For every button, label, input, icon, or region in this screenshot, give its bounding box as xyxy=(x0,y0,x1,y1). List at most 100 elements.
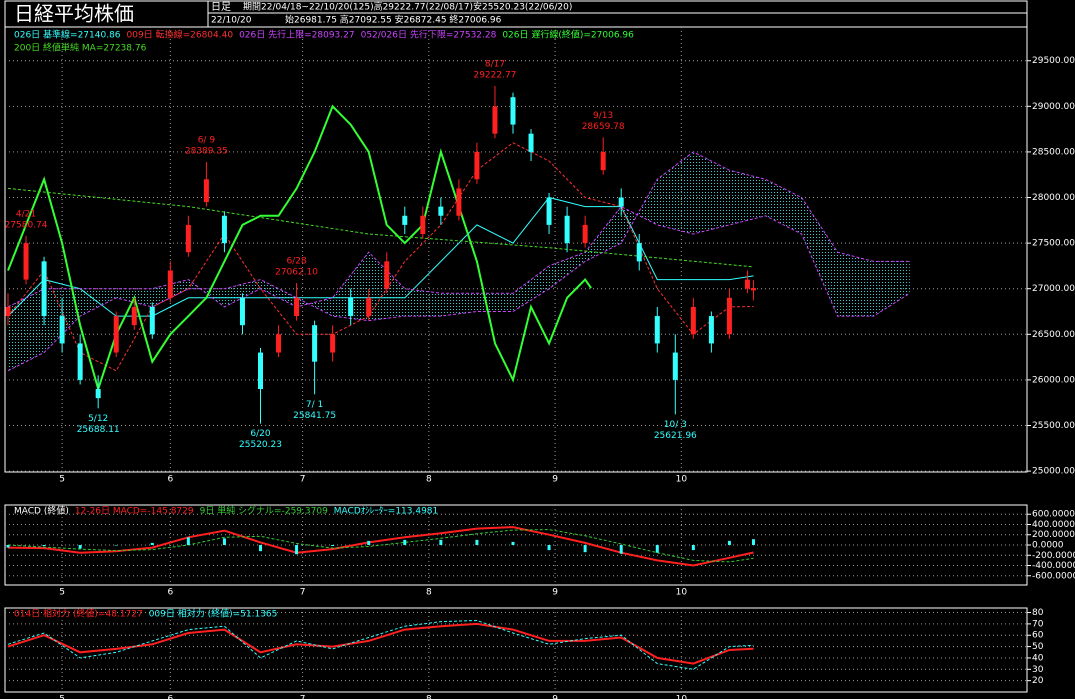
candle-body xyxy=(23,243,29,280)
candle-body xyxy=(167,270,173,298)
title: 日経平均株価 xyxy=(14,2,134,26)
y-tick-label: 28000.00 xyxy=(1032,193,1075,203)
candle-body xyxy=(239,297,245,326)
x-tick-label: 6 xyxy=(167,695,173,699)
candle-body xyxy=(113,316,119,353)
legend-entry: MACDｵｼﾚｰﾀｰ=113.4981 xyxy=(334,506,438,517)
candle-body xyxy=(564,215,570,244)
y-tick-label: 600.0000 xyxy=(1032,510,1075,520)
period: 期間22/04/18~22/10/20(125)高29222.77(22/08/… xyxy=(243,1,572,13)
x-tick-label: 8 xyxy=(426,588,432,598)
y-tick-label: 200.0000 xyxy=(1032,530,1075,540)
y-tick-label: 80 xyxy=(1032,608,1044,618)
histogram-bar xyxy=(259,545,262,552)
x-tick-label: 9 xyxy=(552,695,558,699)
date: 22/10/20 xyxy=(211,16,252,26)
series-line xyxy=(7,619,754,670)
annotation-price: 27062.10 xyxy=(275,268,318,278)
candle-body xyxy=(131,306,137,326)
histogram-bar xyxy=(114,545,118,546)
cloud-fill xyxy=(8,151,910,371)
legend-entry: 026日 先行上限=28093.27 xyxy=(239,29,355,41)
y-tick-label: 25500.00 xyxy=(1032,421,1075,431)
series-line xyxy=(7,187,754,268)
y-tick-label: 0.0000 xyxy=(1032,541,1064,551)
histogram-bar xyxy=(331,545,335,547)
candle-body xyxy=(654,316,660,344)
candle-body xyxy=(438,206,444,216)
candle-body xyxy=(95,389,101,399)
candle-body xyxy=(474,151,480,180)
x-tick-label: 5 xyxy=(59,695,65,699)
period-label: 日足 xyxy=(211,1,231,13)
candle-body xyxy=(750,288,756,291)
candle-body xyxy=(203,179,209,203)
y-tick-label: 25000.00 xyxy=(1032,467,1075,477)
legend-entry: 014日 相対力 (終値)=48.1727 xyxy=(14,608,143,620)
series-line xyxy=(7,526,754,567)
candle-body xyxy=(708,316,714,344)
annotation-price: 28389.35 xyxy=(185,147,228,157)
candle-body xyxy=(690,306,696,335)
legend-entry: 200日 終値単純 MA=27238.76 xyxy=(14,42,147,54)
y-tick-label: 60 xyxy=(1032,631,1044,641)
histogram-bar xyxy=(222,538,226,545)
histogram-bar xyxy=(295,545,299,555)
legend-entry: 052/026日 先行下限=27532.28 xyxy=(361,29,497,41)
candle-body xyxy=(41,261,47,317)
annotation-price: 25841.75 xyxy=(293,411,336,421)
x-tick-label: 10 xyxy=(676,695,688,699)
y-tick-label: -400.0000 xyxy=(1032,561,1075,571)
candle-body xyxy=(59,316,65,344)
candle-body xyxy=(420,215,426,234)
series-line xyxy=(7,205,911,317)
y-tick-label: 28500.00 xyxy=(1032,147,1075,157)
legend-entry: 12-26日 MACD=-145.8729 xyxy=(75,506,194,517)
candle-body xyxy=(294,297,300,317)
series-line xyxy=(7,151,910,372)
legend-entry: MACD (終値) xyxy=(14,505,69,517)
x-tick-label: 9 xyxy=(552,475,558,485)
candle-body xyxy=(600,151,606,171)
candle-body xyxy=(330,334,336,353)
annotation-date: 6/20 xyxy=(250,429,270,439)
y-tick-label: 50 xyxy=(1032,642,1044,652)
candle-body xyxy=(510,97,516,125)
histogram-bar xyxy=(42,545,46,547)
series-line xyxy=(7,104,592,393)
candle-body xyxy=(312,325,318,362)
y-tick-label: 400.0000 xyxy=(1032,520,1075,530)
panel-frame xyxy=(4,26,1028,473)
candle-body xyxy=(221,215,227,244)
candle-body xyxy=(636,243,642,262)
candle-body xyxy=(149,306,155,335)
histogram-bar xyxy=(439,539,443,545)
annotation-price: 25520.23 xyxy=(239,440,282,450)
y-tick-label: 20 xyxy=(1032,676,1044,686)
candle-body xyxy=(5,306,11,317)
annotation-date: 9/13 xyxy=(593,111,613,121)
candle-body xyxy=(456,188,462,216)
candle-body xyxy=(492,106,498,134)
y-tick-label: -200.0000 xyxy=(1032,551,1075,561)
y-tick-label: 26500.00 xyxy=(1032,330,1075,340)
candle-body xyxy=(366,297,372,317)
candle-body xyxy=(276,334,282,353)
y-tick-label: 70 xyxy=(1032,619,1044,629)
histogram-bar xyxy=(547,545,551,551)
y-tick-label: 26000.00 xyxy=(1032,375,1075,385)
x-tick-label: 7 xyxy=(300,695,306,699)
histogram-bar xyxy=(403,539,407,545)
histogram-bar xyxy=(655,545,659,553)
histogram-bar xyxy=(583,545,587,553)
y-tick-label: 40 xyxy=(1032,653,1044,663)
annotation-date: 6/28 xyxy=(286,257,306,267)
annotation-price: 25621.96 xyxy=(654,431,697,441)
histogram-bar xyxy=(150,542,154,545)
x-tick-label: 6 xyxy=(167,588,173,598)
histogram-bar xyxy=(511,541,515,545)
x-tick-label: 10 xyxy=(676,475,688,485)
histogram-bar xyxy=(186,537,190,545)
